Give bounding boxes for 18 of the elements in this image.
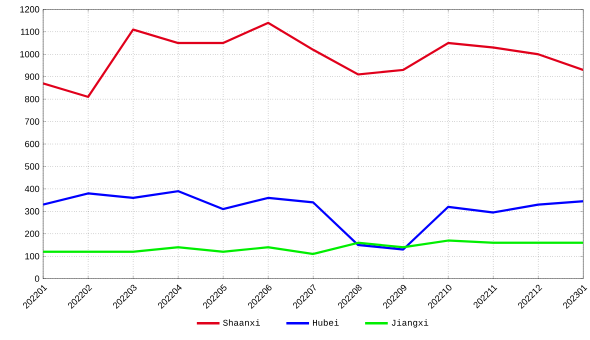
y-tick-label: 600 xyxy=(25,141,40,148)
y-tick-label: 1200 xyxy=(20,6,40,13)
y-tick-label: 800 xyxy=(25,96,40,102)
y-tick-label: 300 xyxy=(24,208,40,215)
y-tick-label: 100 xyxy=(25,253,40,260)
y-tick-label: 200 xyxy=(25,230,40,238)
y-tick-label: 400 xyxy=(24,186,40,192)
y-tick-label: 1000 xyxy=(20,51,40,58)
legend-label: Shaanxi xyxy=(223,319,260,326)
legend-label: Jiangxi xyxy=(392,319,428,328)
y-tick-label: 900 xyxy=(25,74,40,80)
y-tick-label: 700 xyxy=(25,118,40,125)
line-series xyxy=(43,22,584,98)
y-tick-label: 0 xyxy=(34,276,40,282)
legend-label: Hubei xyxy=(312,319,339,326)
y-tick-label: 500 xyxy=(24,163,40,170)
line-series xyxy=(43,190,584,251)
y-tick-label: 1100 xyxy=(20,28,40,36)
